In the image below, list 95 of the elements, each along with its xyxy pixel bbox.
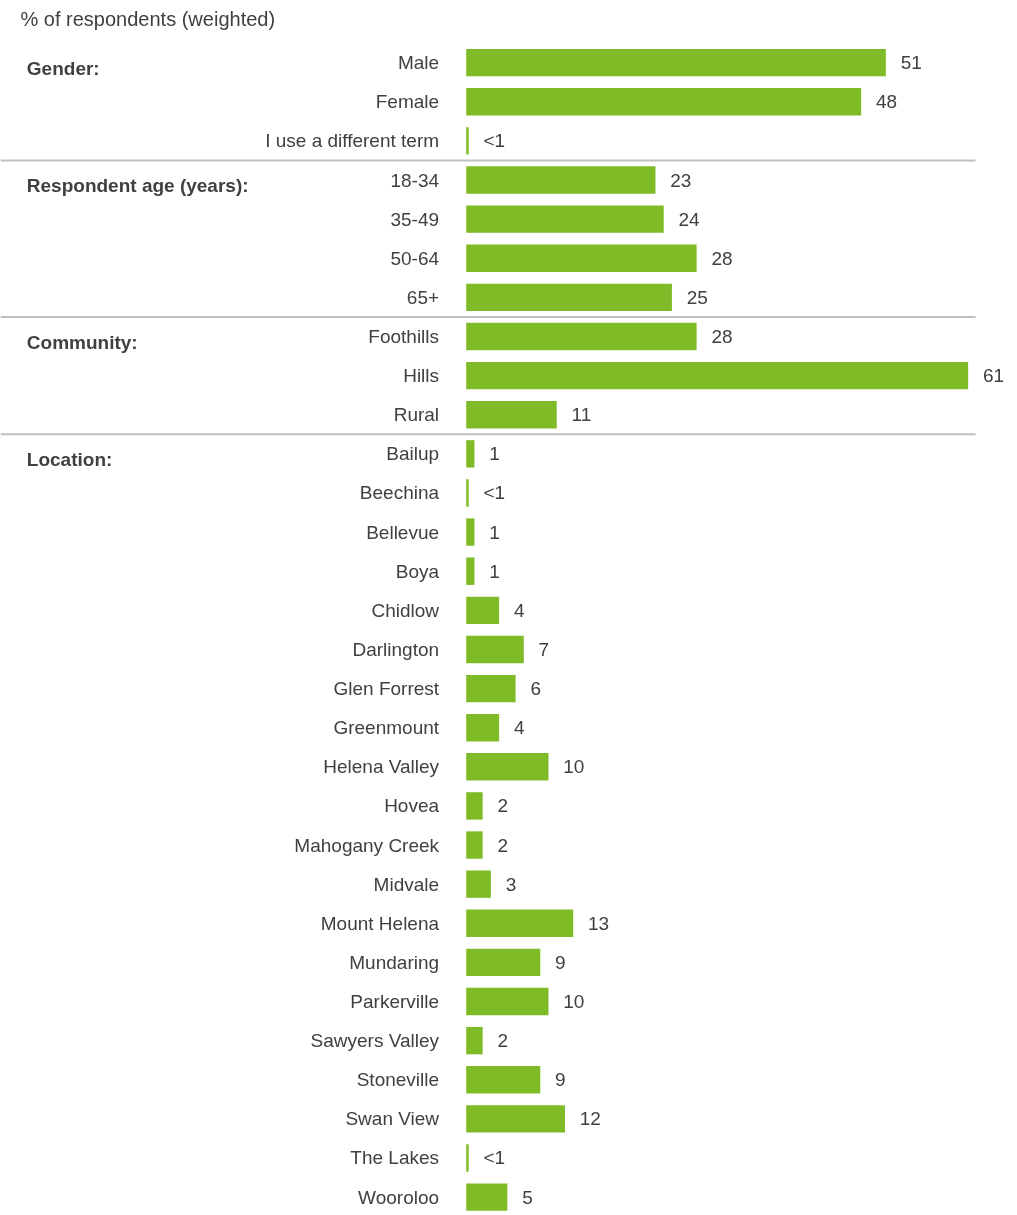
bar	[466, 88, 862, 116]
bar	[466, 635, 524, 664]
bar	[466, 870, 491, 898]
data-label: 28	[711, 247, 733, 269]
y-tick-label: Darlington	[352, 638, 440, 660]
bar	[466, 1144, 469, 1172]
y-tick-label: 35-49	[390, 208, 440, 230]
y-tick-label: 65+	[406, 286, 440, 308]
bar	[466, 361, 969, 390]
data-label: 6	[530, 678, 541, 700]
data-label: 2	[497, 1030, 509, 1052]
bar	[466, 948, 541, 977]
y-tick-label: Mundaring	[349, 951, 440, 973]
data-label: 11	[571, 404, 592, 426]
data-label: 1	[489, 560, 500, 582]
bar	[466, 1066, 541, 1094]
bar	[466, 401, 557, 429]
bar	[466, 283, 672, 312]
data-label: 9	[555, 1069, 566, 1091]
bar	[466, 1026, 483, 1055]
y-tick-label: I use a different term	[265, 130, 440, 152]
data-label: 61	[982, 365, 1005, 387]
y-tick-label: Hovea	[384, 795, 440, 817]
bar	[466, 166, 656, 194]
y-tick-label: Swan View	[345, 1108, 440, 1130]
bar	[466, 1105, 565, 1133]
bar	[466, 440, 475, 468]
data-label: 9	[555, 951, 566, 973]
y-tick-label: 50-64	[390, 247, 440, 269]
y-tick-label: Wooroloo	[358, 1186, 440, 1208]
y-tick-label: Greenmount	[333, 717, 440, 739]
y-tick-label: Foothills	[368, 326, 440, 347]
y-tick-label: Midvale	[373, 873, 440, 895]
text: Community:	[26, 331, 138, 353]
y-tick-label: Sawyers Valley	[310, 1030, 440, 1052]
bar	[466, 48, 886, 77]
y-tick-label: The Lakes	[350, 1147, 440, 1169]
y-tick-label: Bailup	[386, 443, 440, 465]
data-label: 24	[678, 208, 701, 230]
bar	[466, 518, 475, 546]
data-label: <1	[483, 1147, 506, 1169]
y-tick-label: Male	[397, 52, 440, 74]
y-tick-label: Female	[375, 91, 440, 113]
y-tick-label: Mount Helena	[320, 912, 440, 934]
bar	[466, 987, 549, 1016]
y-tick-label: Bellevue	[366, 521, 440, 543]
data-label: 10	[563, 756, 585, 778]
data-label: 10	[563, 991, 585, 1013]
text: Respondent age (years):	[26, 175, 249, 197]
data-label: <1	[483, 130, 506, 152]
bar	[466, 792, 483, 820]
bar	[466, 831, 483, 859]
y-tick-label: Boya	[395, 560, 440, 582]
bar	[466, 596, 500, 625]
bar	[466, 244, 697, 272]
y-tick-label: Stoneville	[356, 1069, 440, 1091]
text: Gender:	[26, 58, 100, 80]
text: % of respondents (weighted)	[20, 7, 276, 30]
y-tick-label: Chidlow	[371, 599, 440, 621]
data-label: 3	[505, 873, 517, 895]
bar	[466, 322, 697, 351]
bar	[466, 1183, 508, 1211]
data-label: 5	[522, 1186, 533, 1208]
data-label: 1	[489, 443, 500, 465]
y-tick-label: Rural	[393, 404, 440, 426]
bar	[466, 674, 516, 703]
data-label: 4	[513, 717, 525, 739]
bar	[466, 479, 469, 507]
bar	[466, 127, 469, 155]
data-label: 4	[513, 599, 525, 621]
data-label: 13	[587, 912, 610, 934]
bar	[466, 753, 549, 781]
data-label: 2	[497, 795, 509, 817]
y-tick-label: Hills	[403, 365, 440, 387]
bar	[466, 557, 475, 585]
data-label: 1	[489, 521, 500, 543]
y-tick-label: Mahogany Creek	[294, 834, 440, 856]
data-label: 23	[670, 169, 692, 191]
text: Location:	[26, 449, 113, 471]
y-tick-label: 18-34	[390, 169, 440, 191]
data-label: <1	[483, 482, 506, 504]
data-label: 51	[900, 52, 922, 74]
bar	[466, 205, 664, 233]
y-tick-label: Beechina	[359, 482, 440, 504]
y-tick-label: Helena Valley	[323, 756, 440, 778]
data-label: 48	[875, 91, 898, 113]
data-label: 2	[497, 834, 509, 856]
y-tick-label: Glen Forrest	[333, 678, 440, 700]
bar	[466, 714, 500, 742]
y-tick-label: Parkerville	[350, 991, 440, 1013]
data-label: 12	[579, 1108, 601, 1130]
bar	[466, 909, 574, 937]
data-label: 7	[538, 638, 550, 660]
data-label: 28	[711, 326, 733, 347]
data-label: 25	[686, 286, 708, 308]
